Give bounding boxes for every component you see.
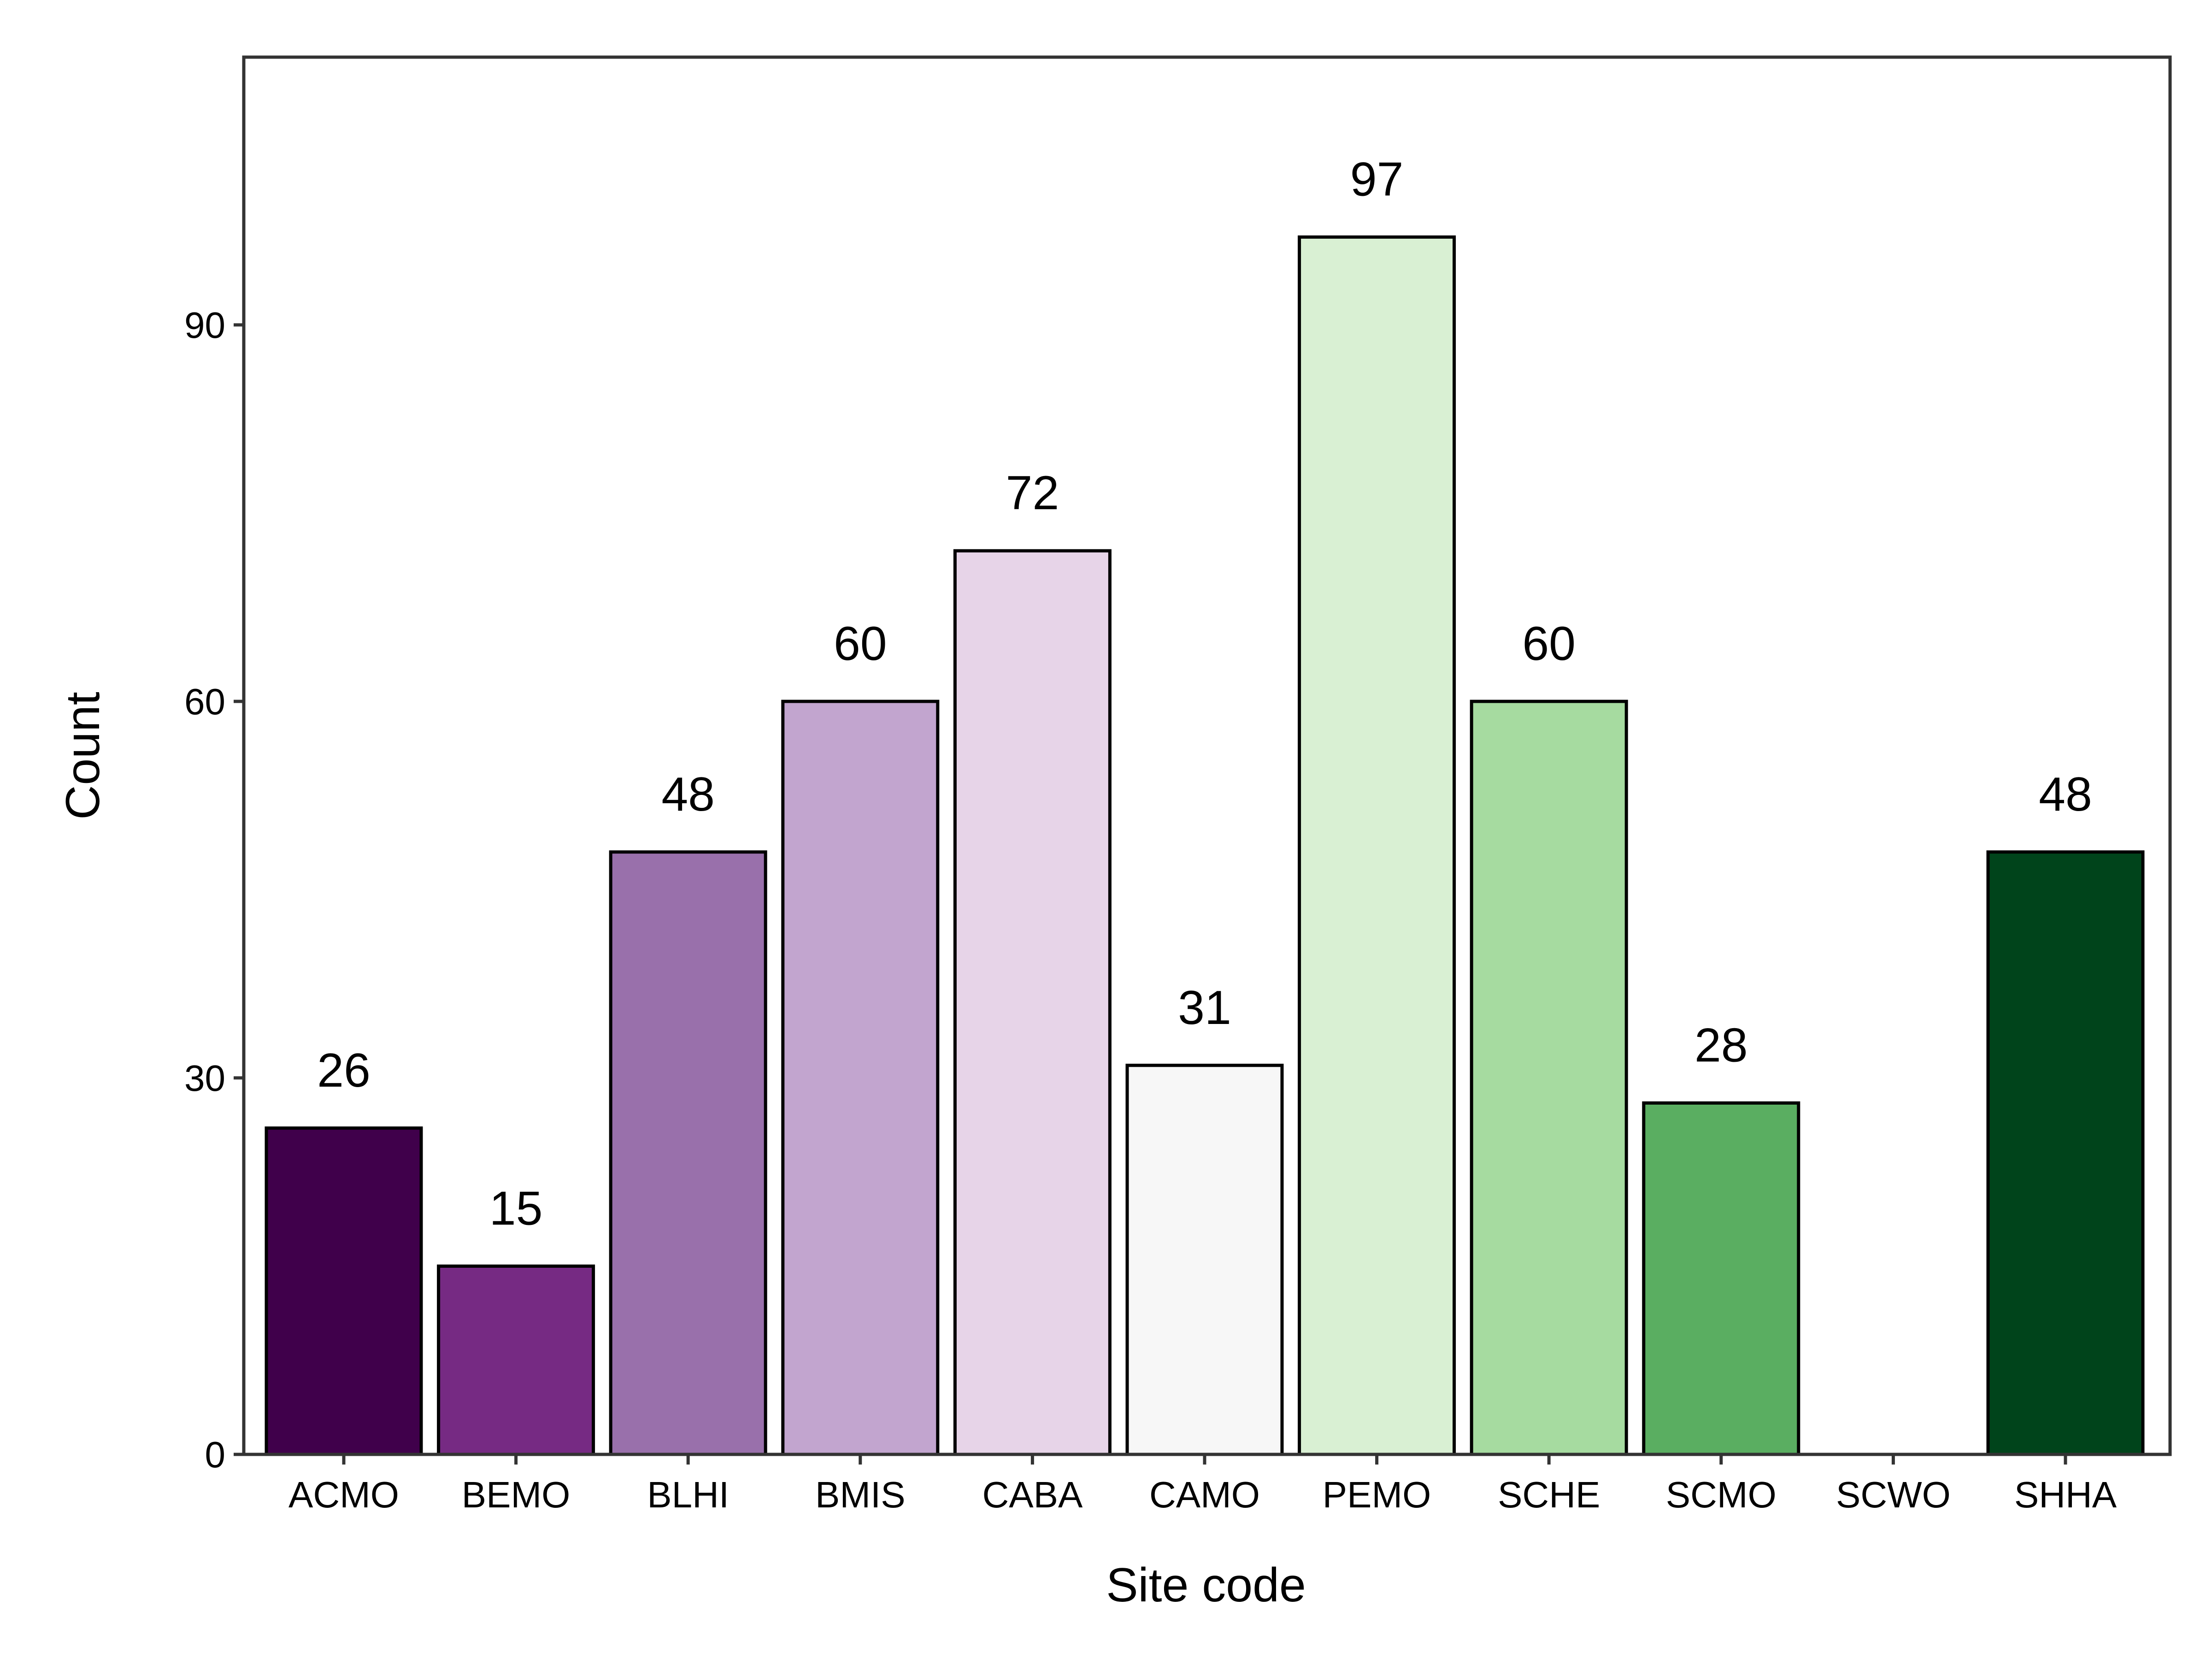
y-tick-label-90: 90 — [184, 305, 225, 346]
bar-bemo — [437, 1265, 595, 1456]
data-label-bmis: 60 — [834, 617, 887, 671]
bar-camo — [1125, 1064, 1284, 1456]
bar-scmo — [1642, 1101, 1800, 1456]
data-label-caba: 72 — [1006, 466, 1059, 520]
bars-group — [265, 235, 2145, 1456]
data-labels-group: 26 15 48 60 72 31 97 60 28 48 — [317, 153, 2092, 1235]
data-label-scmo: 28 — [1694, 1019, 1748, 1072]
x-tick-label-bemo: BEMO — [462, 1474, 571, 1515]
bar-shha — [1986, 850, 2145, 1456]
data-label-sche: 60 — [1522, 617, 1576, 671]
data-label-pemo: 97 — [1350, 153, 1404, 206]
y-tick-label-30: 30 — [184, 1058, 225, 1099]
x-tick-label-acmo: ACMO — [288, 1474, 399, 1515]
x-tick-label-scmo: SCMO — [1666, 1474, 1777, 1515]
y-tick-label-60: 60 — [184, 681, 225, 722]
x-tick-label-shha: SHHA — [2014, 1474, 2117, 1515]
x-tick-label-bmis: BMIS — [815, 1474, 906, 1515]
bar-bmis — [781, 700, 940, 1456]
x-axis: ACMO BEMO BLHI BMIS CABA CAMO PEMO SCHE SCMO SCWO… — [288, 1454, 2117, 1515]
bar-caba — [953, 549, 1112, 1456]
x-tick-label-sche: SCHE — [1498, 1474, 1600, 1515]
data-label-camo: 31 — [1178, 981, 1231, 1035]
y-axis: 0 30 60 90 — [184, 305, 244, 1475]
x-tick-label-blhi: BLHI — [647, 1474, 729, 1515]
y-tick-label-0: 0 — [205, 1434, 226, 1475]
x-axis-title: Site code — [1106, 1559, 1306, 1612]
bar-blhi — [609, 850, 767, 1456]
x-tick-label-caba: CABA — [982, 1474, 1082, 1515]
x-tick-label-scwo: SCWO — [1836, 1474, 1951, 1515]
bar-sche — [1470, 700, 1628, 1456]
data-label-acmo: 26 — [317, 1044, 371, 1097]
bar-acmo — [265, 1126, 423, 1456]
y-axis-title: Count — [56, 692, 110, 820]
plot-frame — [242, 55, 2172, 1456]
x-tick-label-pemo: PEMO — [1323, 1474, 1431, 1515]
data-label-bemo: 15 — [489, 1182, 543, 1235]
x-tick-label-camo: CAMO — [1149, 1474, 1260, 1515]
data-label-blhi: 48 — [661, 768, 715, 821]
bar-pemo — [1298, 235, 1456, 1456]
data-label-shha: 48 — [2039, 768, 2092, 821]
